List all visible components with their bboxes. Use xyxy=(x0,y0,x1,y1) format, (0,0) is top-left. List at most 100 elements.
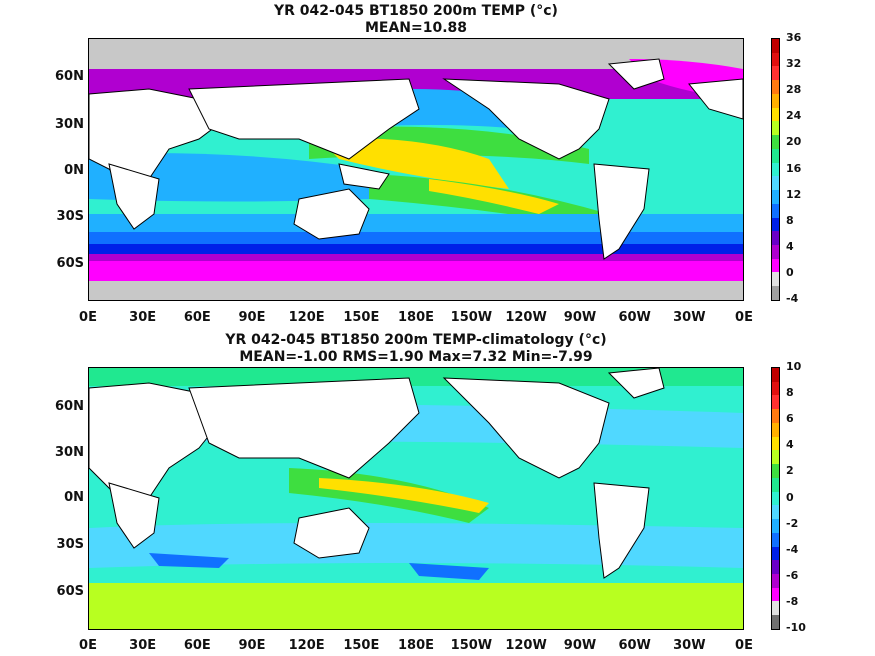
colorbar-swatch xyxy=(772,286,779,300)
colorbar-label: 36 xyxy=(786,31,802,44)
panel1-lat-label: 60S xyxy=(56,256,84,271)
lon-label: 60E xyxy=(183,310,211,325)
colorbar-swatch xyxy=(772,258,779,273)
panel1-subtitle: MEAN=10.88 xyxy=(364,20,468,36)
lon-label: 120W xyxy=(505,310,547,325)
colorbar-label: 10 xyxy=(786,360,802,373)
colorbar-label: 2 xyxy=(786,464,794,478)
lon-label: 60W xyxy=(618,638,651,653)
panel2-colorbar xyxy=(771,367,780,630)
colorbar-swatch xyxy=(772,272,779,287)
colorbar-swatch xyxy=(772,587,779,602)
panel2-lat-label: 60N xyxy=(55,399,84,414)
colorbar-label: 8 xyxy=(786,386,794,400)
colorbar-label: 0 xyxy=(786,265,794,279)
colorbar-swatch xyxy=(772,148,779,163)
colorbar-swatch xyxy=(772,190,779,204)
colorbar-swatch xyxy=(772,245,779,259)
lon-label: 0E xyxy=(79,310,97,325)
lon-label: 120E xyxy=(288,310,325,325)
colorbar-swatch xyxy=(772,464,779,478)
colorbar-swatch xyxy=(772,477,779,492)
colorbar-swatch xyxy=(772,217,779,232)
colorbar-label: 0 xyxy=(786,490,794,504)
colorbar-swatch xyxy=(772,162,779,177)
lon-label: 0E xyxy=(79,638,97,653)
colorbar-swatch xyxy=(772,436,779,451)
colorbar-swatch xyxy=(772,450,779,465)
colorbar-label: 12 xyxy=(786,187,802,201)
lon-label: 180E xyxy=(397,310,435,325)
lon-label: 150W xyxy=(450,638,493,653)
colorbar-swatch xyxy=(772,491,779,506)
colorbar-label: 4 xyxy=(786,239,794,253)
colorbar-label: 8 xyxy=(786,213,794,227)
lon-label: 150E xyxy=(343,638,380,653)
colorbar-swatch xyxy=(772,615,779,629)
panel1-lat-label: 30N xyxy=(55,117,84,132)
colorbar-swatch xyxy=(772,66,779,81)
lon-label: 90W xyxy=(563,310,597,325)
panel1-lat-label: 60N xyxy=(55,69,84,84)
panel1-lat-label: 30S xyxy=(56,209,84,224)
panel1-colorbar xyxy=(771,38,780,301)
lon-label: 150E xyxy=(343,310,380,325)
panel2-lat-label: 30S xyxy=(56,537,84,552)
colorbar-label: -10 xyxy=(786,621,806,634)
colorbar-label: -4 xyxy=(786,542,799,556)
colorbar-label: 28 xyxy=(786,83,802,97)
colorbar-swatch xyxy=(772,121,779,136)
colorbar-label: -8 xyxy=(786,594,799,608)
lon-label: 60W xyxy=(618,310,651,325)
colorbar-swatch xyxy=(772,52,779,67)
colorbar-swatch xyxy=(772,80,779,94)
colorbar-label: -4 xyxy=(786,292,799,305)
panel2-subtitle: MEAN=-1.00 RMS=1.90 Max=7.32 Min=-7.99 xyxy=(239,349,593,365)
colorbar-swatch xyxy=(772,381,779,396)
panel2-lat-label: 0N xyxy=(64,490,84,505)
lon-label: 30E xyxy=(129,638,157,653)
colorbar-swatch xyxy=(772,93,779,108)
colorbar-label: -6 xyxy=(786,568,799,582)
colorbar-label: 6 xyxy=(786,412,794,426)
lon-label: 30W xyxy=(673,638,706,653)
panel1-lat-label: 0N xyxy=(64,163,84,178)
lon-label: 0E xyxy=(735,310,753,325)
colorbar-swatch xyxy=(772,519,779,533)
lon-label: 30E xyxy=(129,310,157,325)
colorbar-swatch xyxy=(772,601,779,616)
colorbar-swatch xyxy=(772,395,779,410)
panel1-title: YR 042-045 BT1850 200m TEMP (°c) xyxy=(274,3,558,19)
colorbar-swatch xyxy=(772,368,779,382)
lon-label: 150W xyxy=(450,310,493,325)
lon-label: 90W xyxy=(563,638,597,653)
colorbar-swatch xyxy=(772,560,779,575)
colorbar-swatch xyxy=(772,203,779,218)
lon-label: 120E xyxy=(288,638,325,653)
lon-label: 0E xyxy=(735,638,753,653)
panel1-map xyxy=(88,38,744,301)
panel2-lat-label: 60S xyxy=(56,584,84,599)
colorbar-swatch xyxy=(772,135,779,149)
lon-label: 120W xyxy=(505,638,547,653)
colorbar-swatch xyxy=(772,39,779,53)
colorbar-swatch xyxy=(772,505,779,520)
colorbar-label: -2 xyxy=(786,516,799,530)
colorbar-swatch xyxy=(772,546,779,561)
colorbar-label: 16 xyxy=(786,161,802,175)
colorbar-swatch xyxy=(772,176,779,191)
colorbar-swatch xyxy=(772,574,779,588)
colorbar-swatch xyxy=(772,422,779,437)
panel2-title: YR 042-045 BT1850 200m TEMP-climatology … xyxy=(225,332,607,348)
colorbar-label: 24 xyxy=(786,109,802,123)
panel2-lat-label: 30N xyxy=(55,445,84,460)
colorbar-swatch xyxy=(772,409,779,423)
lon-label: 90E xyxy=(238,310,266,325)
colorbar-swatch xyxy=(772,107,779,122)
lon-label: 90E xyxy=(238,638,266,653)
panel2-map xyxy=(88,367,744,630)
colorbar-label: 20 xyxy=(786,135,802,149)
colorbar-swatch xyxy=(772,231,779,246)
lon-label: 30W xyxy=(673,310,706,325)
colorbar-swatch xyxy=(772,532,779,547)
